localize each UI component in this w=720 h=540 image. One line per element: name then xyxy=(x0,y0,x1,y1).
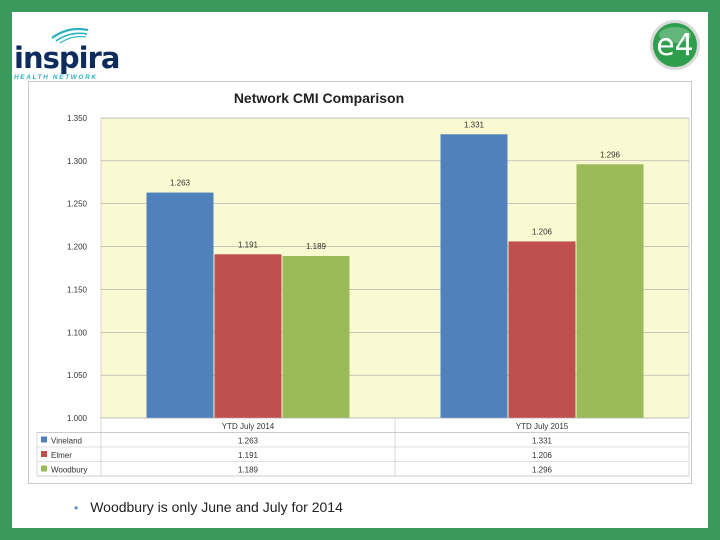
data-label: 1.263 xyxy=(170,179,191,188)
y-tick-label: 1.050 xyxy=(67,371,88,380)
x-tick-label: YTD July 2015 xyxy=(516,422,569,431)
legend-entry: Vineland xyxy=(51,437,82,446)
bullet-dot-icon: • xyxy=(74,501,79,515)
table-value: 1.296 xyxy=(532,466,553,475)
legend-swatch xyxy=(41,451,47,457)
bar xyxy=(440,134,508,418)
table-value: 1.189 xyxy=(238,466,259,475)
legend-entry: Woodbury xyxy=(51,466,87,475)
legend-entry: Elmer xyxy=(51,451,72,460)
chart-title: Network CMI Comparison xyxy=(234,90,404,106)
bullet-item: • Woodbury is only June and July for 2014 xyxy=(74,499,343,515)
y-tick-label: 1.300 xyxy=(67,157,88,166)
bar xyxy=(282,256,350,418)
bar xyxy=(146,192,214,418)
y-tick-label: 1.200 xyxy=(67,243,88,252)
table-value: 1.191 xyxy=(238,451,259,460)
data-label: 1.296 xyxy=(600,150,621,159)
cmi-chart: Network CMI Comparison 1.000 1.050 1.100 1.1… xyxy=(36,90,690,477)
table-value: 1.206 xyxy=(532,451,553,460)
x-tick-label: YTD July 2014 xyxy=(222,422,275,431)
e4-label: e4 xyxy=(656,27,694,63)
data-label: 1.191 xyxy=(238,240,259,249)
chart-frame: Network CMI Comparison 1.000 1.050 1.100 1.1… xyxy=(28,81,692,484)
data-table-body xyxy=(36,432,690,477)
bar xyxy=(576,164,644,418)
inspira-logo: inspira HEALTH NETWORK xyxy=(14,22,124,84)
bar xyxy=(508,241,576,418)
bullet-text: Woodbury is only June and July for 2014 xyxy=(90,499,343,515)
legend-swatch xyxy=(41,436,47,443)
logo-subtitle: HEALTH NETWORK xyxy=(14,74,98,81)
data-label: 1.206 xyxy=(532,227,553,236)
y-tick-label: 1.150 xyxy=(67,285,88,294)
data-label: 1.189 xyxy=(306,242,327,251)
logo-word: inspira xyxy=(14,41,120,75)
e4-badge: e4 xyxy=(648,18,702,72)
slide: inspira HEALTH NETWORK e4 Network CMI Co… xyxy=(12,12,708,528)
y-tick-label: 1.100 xyxy=(67,328,88,337)
legend-swatch xyxy=(41,465,47,472)
table-value: 1.331 xyxy=(532,437,553,446)
y-tick-label: 1.250 xyxy=(67,200,88,209)
logo-swoosh-icon xyxy=(51,27,89,44)
table-value: 1.263 xyxy=(238,437,259,446)
y-tick-label: 1.350 xyxy=(67,114,88,123)
e4-circle-icon xyxy=(650,20,700,70)
data-label: 1.331 xyxy=(464,120,485,129)
bar xyxy=(214,254,282,418)
y-tick-label: 1.000 xyxy=(67,414,88,423)
